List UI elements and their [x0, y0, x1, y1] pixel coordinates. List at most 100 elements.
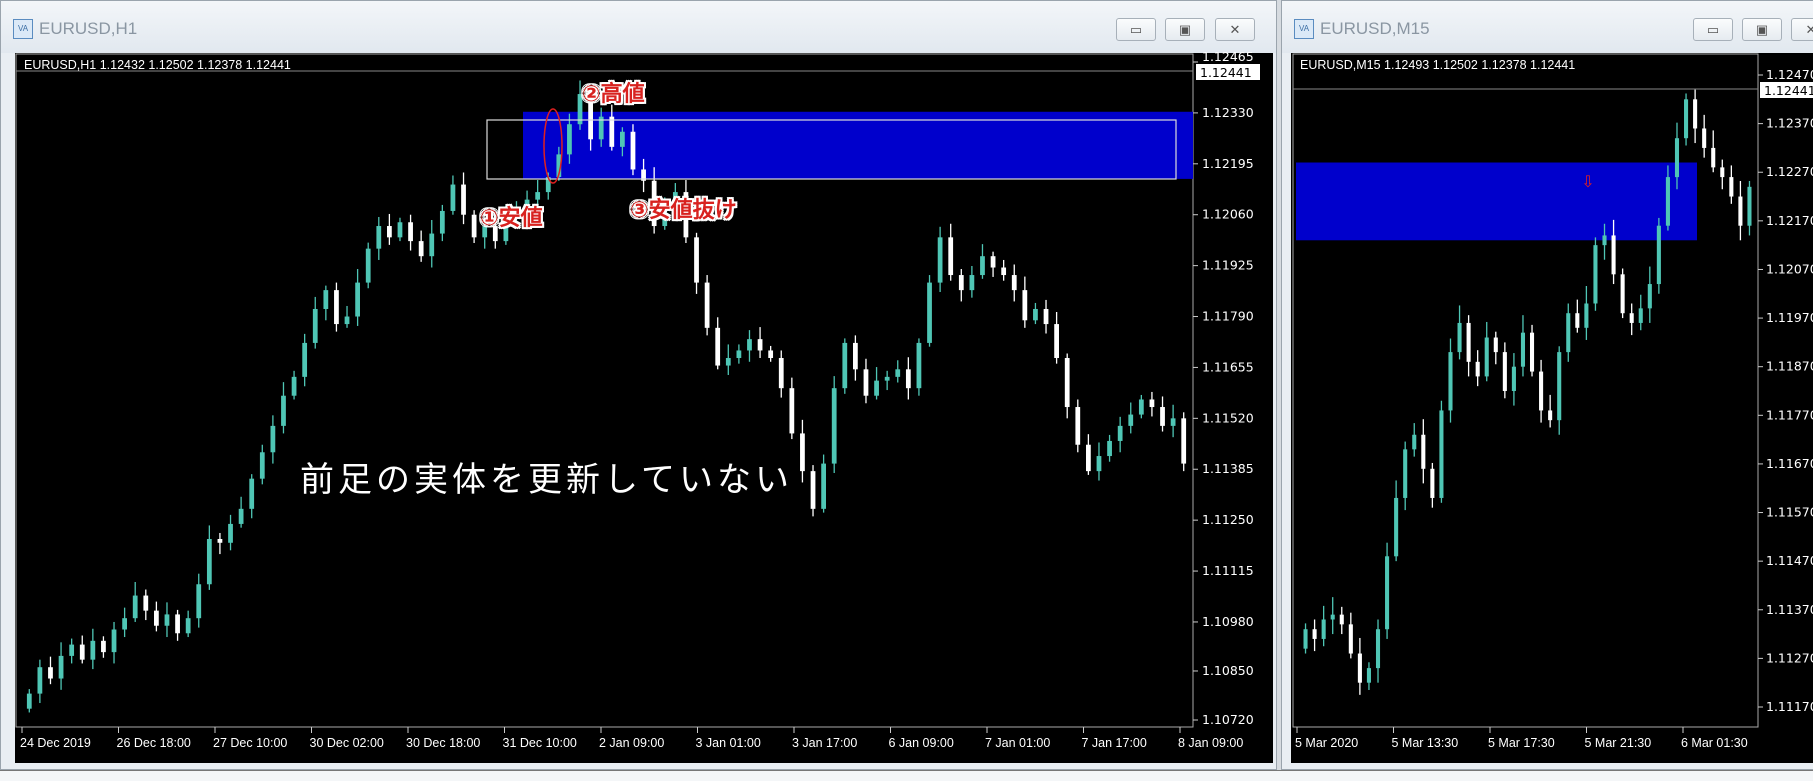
candle-body [503, 218, 509, 242]
price-tick-label: 1.12170 [1766, 213, 1813, 228]
candle-body [1684, 99, 1689, 139]
time-tick-label: 5 Mar 2020 [1295, 736, 1358, 750]
price-tick-label: 1.12370 [1766, 116, 1813, 131]
candle-body [69, 644, 75, 656]
candle-body [1149, 399, 1155, 408]
minimize-button[interactable]: ▭ [1116, 18, 1156, 41]
candle-body [1117, 425, 1123, 441]
price-tick-label: 1.11385 [1202, 461, 1254, 476]
candle-body [747, 339, 752, 351]
close-button[interactable]: ✕ [1791, 18, 1813, 41]
candle-body [800, 433, 805, 472]
candle-body [1665, 177, 1670, 226]
candle-body [249, 478, 255, 509]
time-tick-label: 7 Jan 17:00 [1082, 736, 1147, 750]
candle-body [1394, 497, 1399, 557]
price-tick-label: 1.10980 [1202, 614, 1254, 629]
candle-body [895, 369, 901, 377]
highlight-ellipse [543, 108, 563, 184]
candle-body [884, 376, 890, 381]
candle-body [1096, 456, 1102, 472]
time-tick-label: 6 Mar 01:30 [1681, 736, 1748, 750]
price-tick-label: 1.11470 [1766, 553, 1813, 568]
candle-body [418, 241, 424, 257]
candle-body [1539, 371, 1544, 411]
minimize-button[interactable]: ▭ [1693, 18, 1733, 41]
candle-body [683, 192, 689, 238]
candle-body [1702, 128, 1707, 148]
price-tick-label: 1.12070 [1766, 261, 1813, 276]
candle-body [1602, 235, 1607, 246]
time-tick-label: 8 Jan 09:00 [1178, 736, 1243, 750]
candle-body [26, 693, 32, 709]
price-tick-label: 1.12470 [1766, 67, 1813, 82]
candle-body [1656, 225, 1661, 285]
price-tick-label: 1.12195 [1202, 156, 1254, 171]
candle-body [577, 94, 583, 125]
annotation-low: ①安値 [480, 206, 543, 231]
candle-body [492, 226, 498, 242]
candle-body [1170, 418, 1176, 426]
candle-body [1321, 619, 1326, 639]
candle-body [1160, 407, 1165, 426]
candle-body [48, 667, 53, 679]
candle-body [1647, 284, 1652, 309]
candle-body [1339, 614, 1344, 625]
time-tick-label: 3 Jan 17:00 [792, 736, 857, 750]
candle-body [1493, 337, 1498, 353]
candle-body [969, 275, 975, 291]
candle-body [1466, 322, 1471, 362]
candle-body [757, 339, 763, 351]
price-tick-label: 1.11115 [1202, 563, 1254, 578]
candle-body [916, 342, 922, 389]
candle-body [1022, 290, 1028, 321]
candle-body [630, 131, 636, 170]
candle-body [789, 388, 795, 434]
candle-body [1075, 407, 1081, 445]
candle-body [58, 655, 64, 679]
current-price-label: 1.12441 [1200, 65, 1252, 80]
highlight-box [486, 119, 1177, 180]
candle-body [1448, 352, 1453, 411]
candle-body [905, 369, 911, 389]
candle-body [948, 237, 954, 276]
candle-body [196, 584, 202, 619]
time-tick-label: 5 Mar 17:30 [1488, 736, 1555, 750]
candle-body [1366, 668, 1371, 683]
candle-body [1138, 399, 1144, 415]
price-tick-label: 1.11570 [1766, 505, 1813, 520]
candle-body [672, 192, 678, 204]
current-price-badge [1760, 82, 1813, 98]
window-titlebar[interactable]: VA EURUSD,M15 ▭ ▣ ✕ [1282, 1, 1813, 53]
candle-body [1557, 352, 1562, 421]
price-tick-label: 1.12060 [1202, 207, 1254, 222]
window-titlebar[interactable]: VA EURUSD,H1 ▭ ▣ ✕ [1, 1, 1276, 53]
candle-body [1357, 653, 1362, 683]
time-tick-label: 3 Jan 01:00 [696, 736, 761, 750]
time-tick-label: 26 Dec 18:00 [117, 736, 191, 750]
current-price-label: 1.12441 [1764, 83, 1813, 98]
candle-body [937, 237, 943, 283]
close-button[interactable]: ✕ [1215, 18, 1255, 41]
candle-body [312, 308, 318, 343]
candle-body [736, 350, 742, 359]
candle-body [344, 316, 350, 325]
candle-body [270, 425, 276, 453]
candle-body [958, 275, 964, 291]
candle-body [1566, 313, 1571, 353]
candle-body [1720, 167, 1725, 178]
price-tick-label: 1.11250 [1202, 512, 1254, 527]
plot-frame [1292, 53, 1759, 728]
candle-body [1593, 245, 1598, 304]
candle-body [725, 358, 731, 366]
candle-body [1611, 235, 1616, 275]
candle-body [556, 154, 562, 178]
candle-body [1181, 418, 1187, 464]
candle-body [1312, 629, 1317, 639]
maximize-button[interactable]: ▣ [1165, 18, 1205, 41]
candle-body [831, 388, 837, 464]
maximize-button[interactable]: ▣ [1742, 18, 1782, 41]
candle-body [1107, 440, 1112, 457]
candle-body [334, 290, 339, 325]
candle-body [1729, 177, 1734, 197]
